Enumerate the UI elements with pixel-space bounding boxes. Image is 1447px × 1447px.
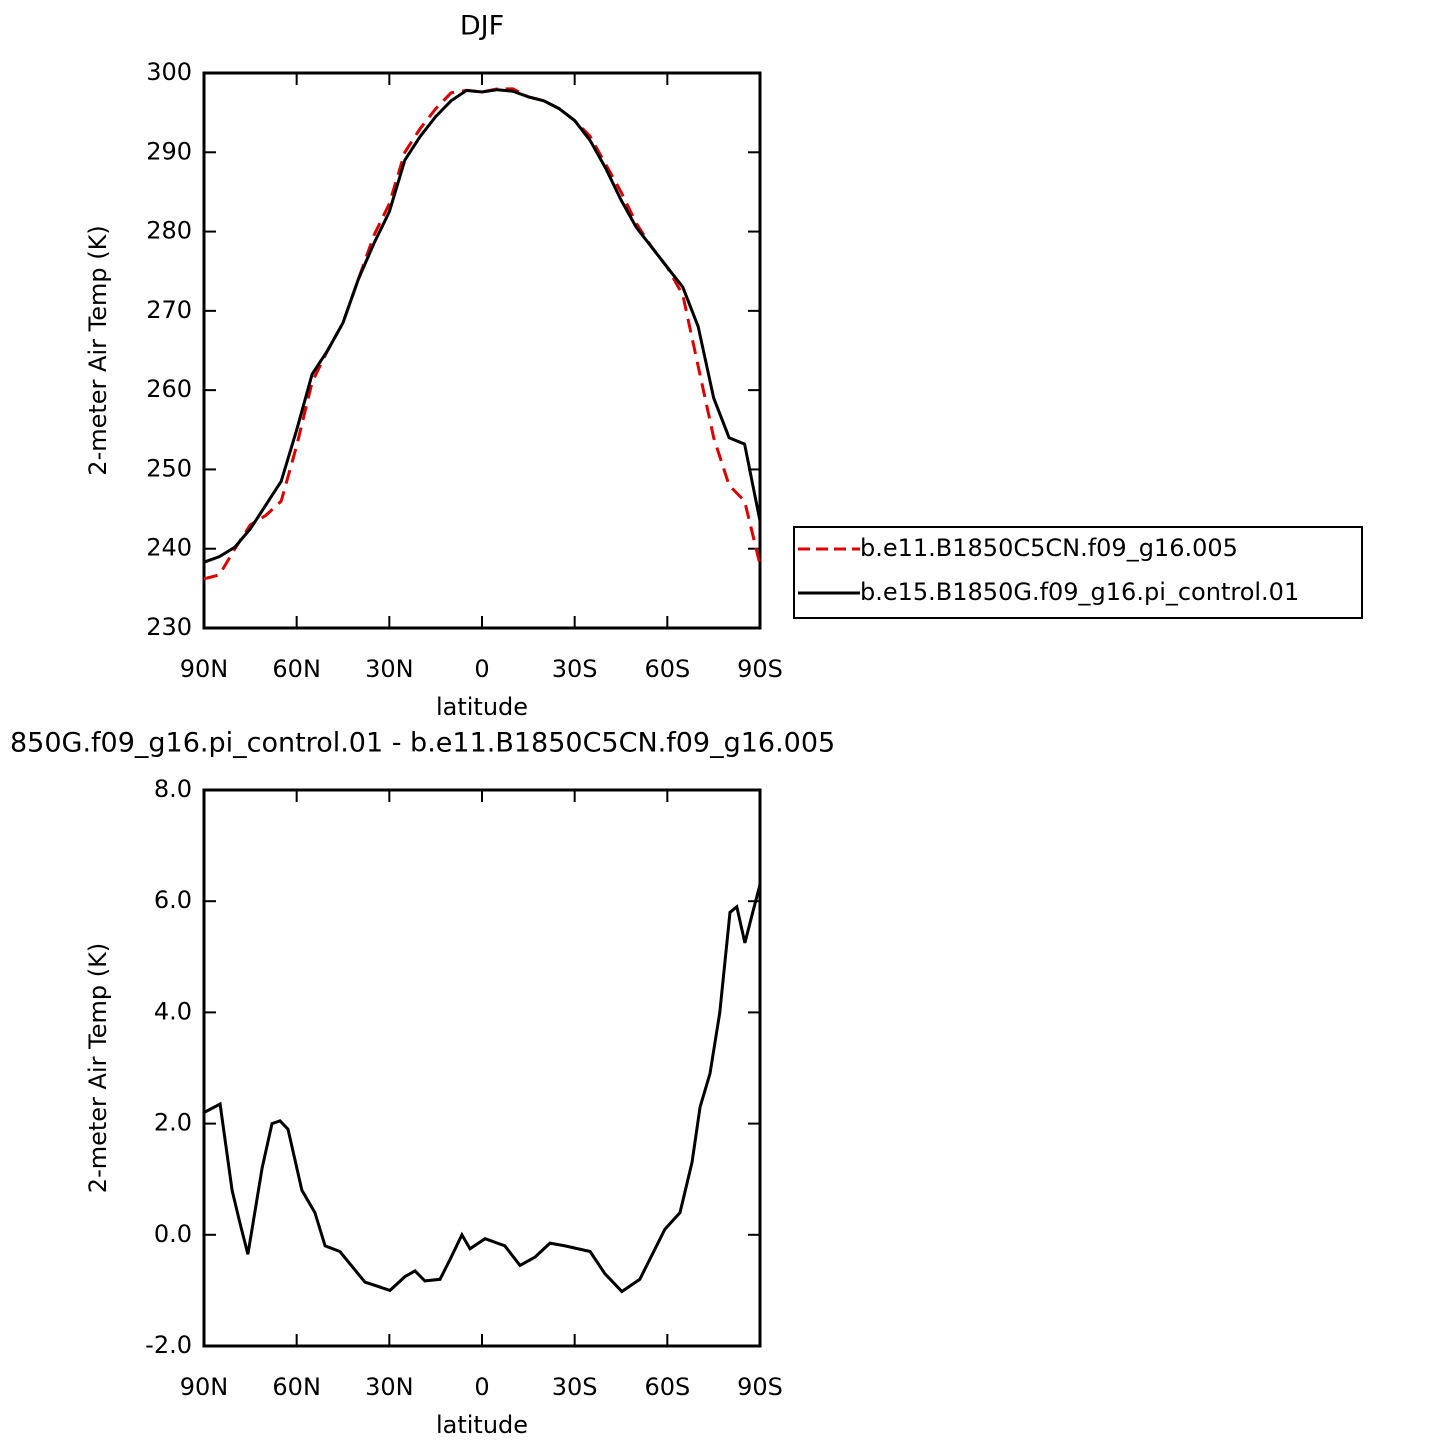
y-axis-label: 2-meter Air Temp (K) [84,225,112,475]
legend-label: b.e11.B1850C5CN.f09_g16.005 [860,534,1238,562]
x-tick-label: 0 [474,655,489,683]
y-tick-label: 260 [146,375,192,403]
x-tick-label: 0 [474,1373,489,1401]
x-tick-label: 30S [552,1373,598,1401]
y-tick-label: 0.0 [154,1220,192,1248]
data-line [203,884,762,1294]
x-tick-label: 90S [737,1373,783,1401]
data-line [203,88,762,564]
x-tick-label: 30N [365,655,414,683]
legend-label: b.e15.B1850G.f09_g16.pi_control.01 [860,578,1299,606]
x-tick-label: 60N [272,1373,321,1401]
x-axis-label: latitude [436,1411,528,1439]
y-tick-label: 6.0 [154,886,192,914]
y-tick-label: 300 [146,58,192,86]
plot-frame [202,788,762,1348]
x-tick-label: 60S [644,1373,690,1401]
chart-title: DJF [460,11,504,42]
y-tick-label: 4.0 [154,997,192,1025]
legend-box [793,526,1363,619]
chart-title: 850G.f09_g16.pi_control.01 - b.e11.B1850… [10,728,835,759]
y-tick-label: 250 [146,454,192,482]
x-tick-label: 90N [180,655,229,683]
data-line [203,87,762,581]
x-tick-label: 90N [180,1373,229,1401]
x-tick-label: 60N [272,655,321,683]
plot-frame [202,71,762,630]
y-tick-label: 2.0 [154,1109,192,1137]
y-tick-label: 240 [146,534,192,562]
x-axis-label: latitude [436,693,528,721]
y-tick-label: 270 [146,296,192,324]
x-tick-label: 60S [644,655,690,683]
y-tick-label: 280 [146,217,192,245]
y-tick-label: 290 [146,137,192,165]
y-tick-label: -2.0 [145,1331,192,1359]
x-tick-label: 30N [365,1373,414,1401]
y-tick-label: 8.0 [154,775,192,803]
x-tick-label: 90S [737,655,783,683]
x-tick-label: 30S [552,655,598,683]
y-tick-label: 230 [146,613,192,641]
y-axis-label: 2-meter Air Temp (K) [84,943,112,1193]
